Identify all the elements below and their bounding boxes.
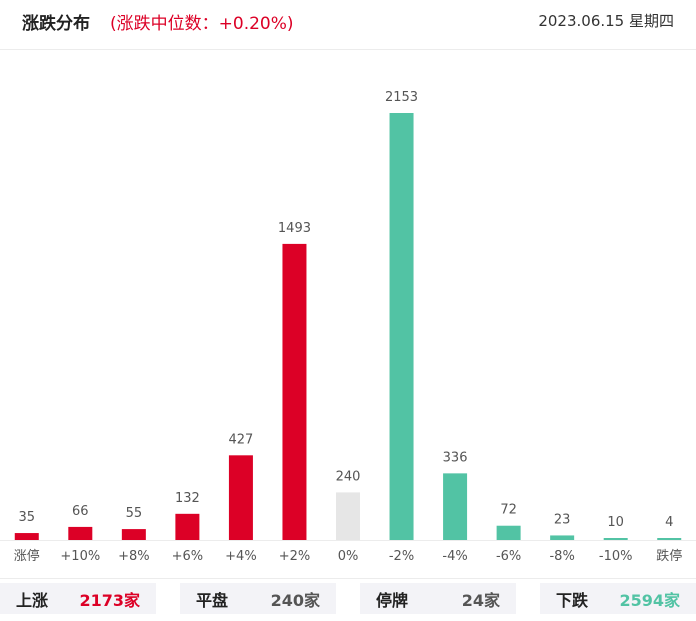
x-tick-label-0: 涨停 (14, 548, 40, 564)
bar-0 (14, 533, 39, 540)
summary-fall-label: 下跌 (556, 590, 589, 610)
data-label-11: 10 (607, 515, 624, 530)
chart-header: 涨跌分布 (涨跌中位数：+0.20%) 2023.06.15 星期四 (0, 0, 696, 50)
summary-rise-label: 上涨 (16, 590, 49, 610)
summary-flat-label: 平盘 (196, 590, 229, 610)
bar-7 (389, 113, 414, 540)
bar-1 (68, 526, 93, 540)
summary-suspended: 停牌 24家 (360, 583, 516, 614)
summary-rise-value: 2173家 (79, 590, 140, 610)
data-label-12: 4 (665, 515, 673, 530)
x-tick-label-1: +10% (60, 549, 100, 564)
summary-flat-value: 240家 (270, 590, 320, 610)
median-change: (涨跌中位数：+0.20%) (110, 14, 294, 34)
bar-3 (175, 513, 200, 540)
distribution-bar-chart: 35 涨停 66 +10% 55 +8% 132 +6% 427 +4% 1493 +2% 240 0% 2… (0, 90, 696, 564)
bar-9 (496, 525, 521, 540)
data-label-0: 35 (18, 510, 35, 525)
x-tick-label-4: +4% (225, 549, 257, 564)
x-tick-label-8: -4% (442, 549, 467, 564)
bar-2 (121, 529, 146, 540)
data-label-1: 66 (72, 504, 89, 519)
x-tick-label-11: -10% (599, 549, 633, 564)
x-tick-label-7: -2% (389, 549, 414, 564)
bar-11 (603, 538, 628, 540)
bar-10 (550, 535, 575, 540)
data-label-8: 336 (443, 450, 468, 465)
data-label-6: 240 (336, 469, 361, 484)
x-tick-label-2: +8% (118, 549, 150, 564)
summary-fall-value: 2594家 (619, 590, 680, 610)
chart-title: 涨跌分布 (22, 14, 90, 34)
data-label-2: 55 (126, 506, 143, 521)
data-label-9: 72 (500, 503, 517, 518)
x-tick-label-5: +2% (279, 549, 311, 564)
summary-suspended-label: 停牌 (376, 590, 409, 610)
bar-8 (443, 473, 468, 540)
x-tick-label-9: -6% (496, 549, 521, 564)
data-label-3: 132 (175, 491, 200, 506)
x-tick-label-6: 0% (338, 549, 359, 564)
bar-5 (282, 243, 307, 540)
x-tick-label-12: 跌停 (656, 548, 682, 564)
summary-bar: 上涨 2173家 平盘 240家 停牌 24家 下跌 2594家 (0, 578, 696, 621)
summary-rise: 上涨 2173家 (0, 583, 156, 614)
trade-date: 2023.06.15 星期四 (538, 12, 674, 30)
data-label-7: 2153 (385, 90, 418, 105)
bar-12 (657, 538, 682, 540)
summary-flat: 平盘 240家 (180, 583, 336, 614)
x-tick-label-3: +6% (172, 549, 204, 564)
summary-fall: 下跌 2594家 (540, 583, 696, 614)
x-tick-label-10: -8% (549, 549, 574, 564)
data-label-5: 1493 (278, 221, 311, 236)
data-label-10: 23 (554, 512, 571, 527)
bar-6 (336, 492, 360, 540)
summary-suspended-value: 24家 (461, 590, 500, 610)
bar-4 (228, 455, 253, 540)
data-label-4: 427 (229, 432, 254, 447)
